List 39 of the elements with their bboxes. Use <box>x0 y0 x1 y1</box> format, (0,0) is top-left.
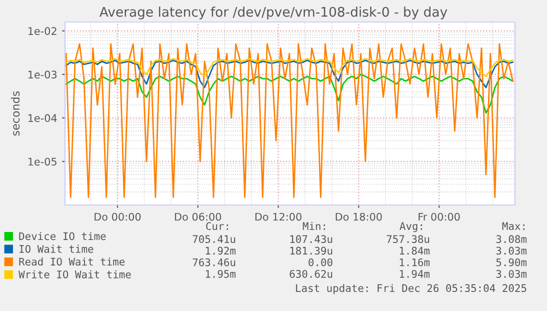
text: 3.03m <box>496 246 527 255</box>
text: 1.84m <box>400 246 430 255</box>
text: Max: <box>502 222 524 230</box>
y-tick-label: 1e-03 <box>28 70 57 79</box>
text: Min: <box>302 222 326 230</box>
text: Cur: <box>206 222 228 230</box>
text: 3.08m <box>496 235 527 244</box>
text: 5.90m <box>496 258 527 266</box>
text: Avg: <box>400 222 422 232</box>
text: 630.62u <box>290 270 332 278</box>
chart-title: Average latency for /dev/pve/vm-108-disk-0 - by day <box>100 6 448 20</box>
text: 1.95m <box>206 270 236 278</box>
legend-label: Read IO Wait time <box>19 258 125 266</box>
text: 1.16m <box>400 258 430 266</box>
y-tick-label: 1e-02 <box>28 27 56 35</box>
text: 3.03m <box>496 270 527 278</box>
legend-label: IO Wait time <box>20 244 94 253</box>
text: 0.00 <box>308 258 332 266</box>
y-tick-label: 1e-05 <box>28 158 56 166</box>
text: 107.43u <box>290 235 332 244</box>
y-tick-label: 1e-04 <box>28 114 57 122</box>
x-tick-label: Do 06:00 <box>175 212 222 221</box>
line-series <box>65 43 514 198</box>
text: 757.38u <box>386 235 430 244</box>
text: 1.94m <box>400 270 430 278</box>
y-axis-title: seconds <box>11 91 20 136</box>
legend-label: Device IO time <box>19 232 106 240</box>
x-tick-label: Do 00:00 <box>94 212 141 221</box>
text: 1.92m <box>206 246 236 255</box>
line-series <box>65 74 514 114</box>
x-tick-label: Fr 00:00 <box>418 212 460 221</box>
text: Last update: Fri Dec 26 05:35:04 2025 <box>296 284 526 294</box>
line-series <box>65 60 514 88</box>
text: 181.39u <box>290 246 332 255</box>
x-tick-label: Do 18:00 <box>336 212 382 221</box>
text: 763.46u <box>192 258 236 266</box>
x-tick-label: Do 12:00 <box>255 212 302 221</box>
text: 705.41u <box>192 235 236 244</box>
legend-label: Write IO Wait time <box>18 270 131 278</box>
